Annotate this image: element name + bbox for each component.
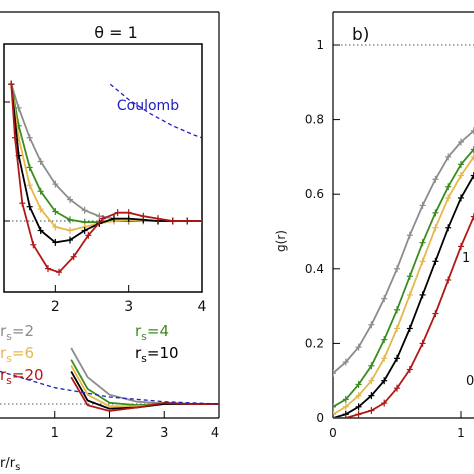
- inset-series-group: [8, 80, 202, 276]
- right-y-axis-label: g(r): [274, 230, 288, 252]
- inset-x-tick-label: 2: [51, 299, 60, 315]
- inset-coulomb-label: Coulomb: [117, 98, 179, 114]
- left-x-tick-label: 1: [51, 426, 59, 441]
- left-x-tick-label: 3: [160, 426, 168, 441]
- right-annotation-0: 0: [466, 374, 474, 389]
- left-series-coulomb: [0, 370, 220, 405]
- inset-x-tick-label: 4: [198, 299, 207, 315]
- left-legend: rs=2 rs=4 rs=6 rs=10 rs=20: [0, 322, 179, 387]
- inset-frame: [3, 43, 203, 293]
- legend-entry: rs=2: [0, 322, 34, 343]
- inset-panel: 2 3 4 Coulomb: [3, 43, 207, 315]
- inset-x-tick-label: 3: [124, 299, 133, 315]
- right-series-rs4: [333, 148, 474, 408]
- legend-entry: rs=4: [135, 322, 169, 343]
- right-x-tick-label: 1: [457, 426, 465, 440]
- inset-series-coulomb: [109, 83, 202, 139]
- right-annotation-1: 1: [462, 251, 470, 266]
- inset-series-rs20: [10, 84, 202, 274]
- right-x-tick-label: 0: [329, 426, 337, 440]
- legend-entry: rs=10: [135, 344, 179, 365]
- inset-x-ticks: 2 3 4: [51, 285, 207, 315]
- right-y-tick-label: 0.4: [305, 262, 324, 276]
- right-series-rs2: [333, 129, 474, 374]
- left-x-tick-label: 4: [211, 426, 219, 441]
- right-ticks: 0 0.2 0.4 0.6 0.8 1 0 1: [305, 38, 465, 440]
- right-lines: [333, 127, 474, 418]
- legend-entry: rs=20: [0, 366, 44, 387]
- left-lines: [0, 347, 220, 412]
- right-series-rs20: [333, 214, 474, 418]
- right-panel-title: b): [352, 25, 369, 45]
- right-y-tick-label: 0.8: [305, 113, 324, 127]
- right-y-tick-label: 0.6: [305, 187, 324, 201]
- left-x-tick-label: 2: [105, 426, 113, 441]
- right-y-tick-label: 0.2: [305, 336, 324, 350]
- right-panel: b) g(r) 0 0.2 0.4 0.6 0.8 1 0 1 1 0: [274, 11, 474, 440]
- left-series-rs20: [70, 376, 219, 412]
- right-series-group: [333, 127, 474, 418]
- left-x-axis-label: r/rs: [0, 456, 20, 473]
- left-panel: θ = 1 1 2 3 4 r/rs rs=2 rs=4 rs=6 rs=10 rs=20: [0, 11, 220, 473]
- right-y-tick-label: 1: [316, 38, 324, 52]
- right-series-rs6: [333, 155, 474, 416]
- right-y-tick-label: 0: [316, 411, 324, 425]
- inset-lines: [8, 80, 202, 276]
- left-x-ticks: 1 2 3 4: [51, 411, 220, 441]
- legend-entry: rs=6: [0, 344, 34, 365]
- left-panel-title: θ = 1: [94, 23, 138, 42]
